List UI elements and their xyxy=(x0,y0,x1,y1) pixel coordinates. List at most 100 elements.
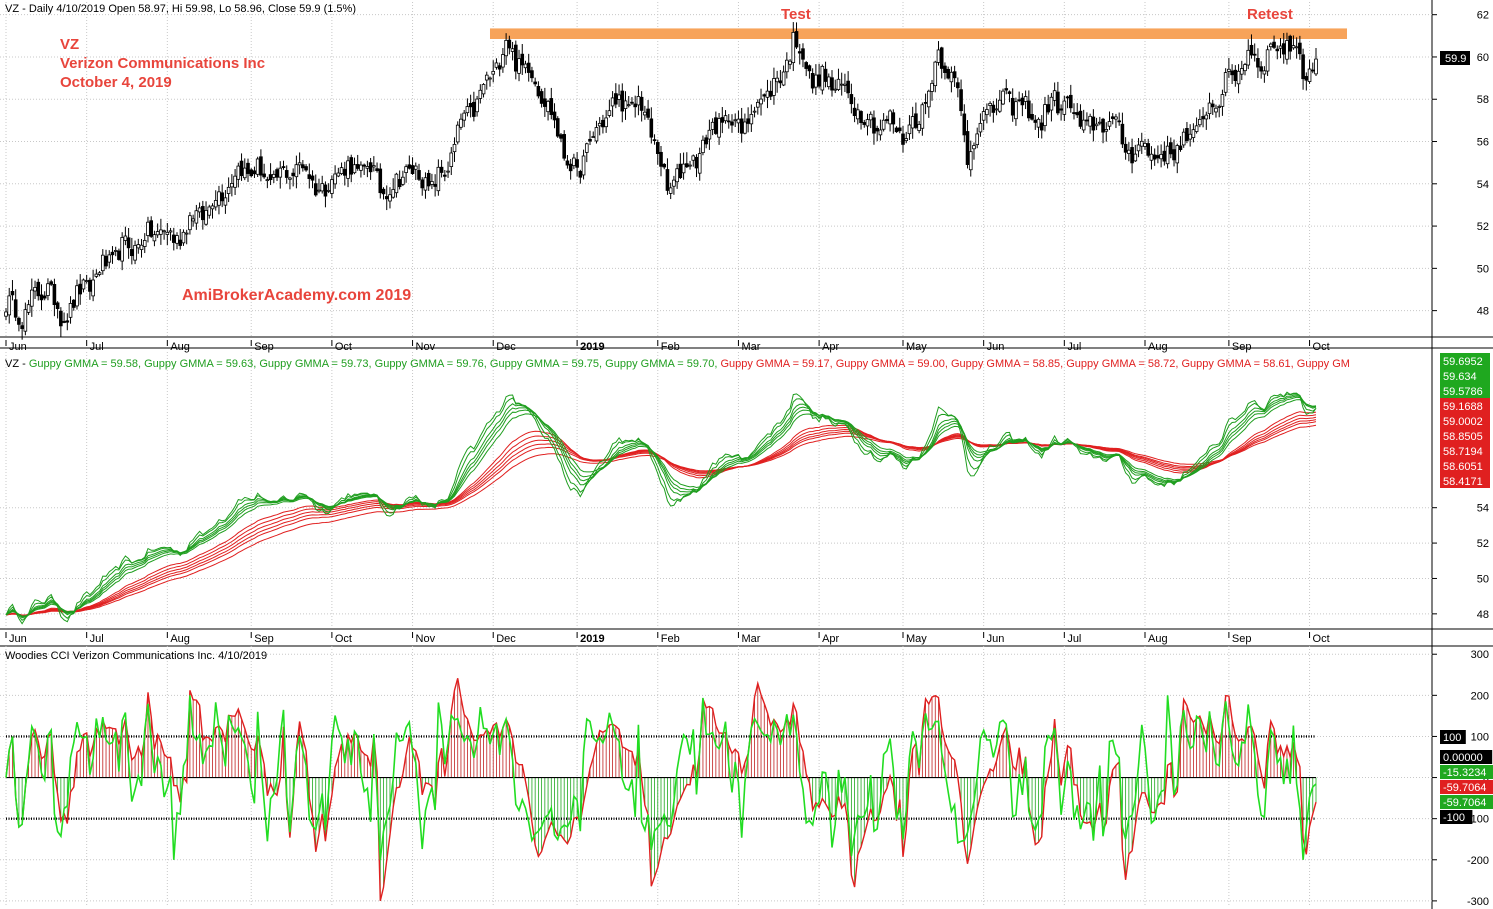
candle-body xyxy=(342,168,347,176)
x-tick-label: Sep xyxy=(254,633,274,645)
candle-body xyxy=(1236,70,1241,85)
candle-body xyxy=(956,82,960,89)
gmma-header-item: Guppy GMMA = 58.72, xyxy=(1066,358,1181,370)
candle-body xyxy=(681,163,686,174)
candle-body xyxy=(743,121,747,134)
gmma-header-item: Guppy GM xyxy=(1297,358,1350,370)
candle-body xyxy=(1314,58,1318,75)
x-tick-label: Jun xyxy=(9,341,27,353)
candle-body xyxy=(1169,142,1173,155)
candle-body xyxy=(1072,112,1076,114)
candle-body xyxy=(839,83,844,86)
x-tick-label: May xyxy=(906,633,927,645)
candle-body xyxy=(1243,64,1247,72)
x-tick-label: Sep xyxy=(1232,633,1252,645)
cci-tag-text: 100 xyxy=(1443,732,1461,744)
candle-body xyxy=(639,96,644,111)
candle-body xyxy=(152,234,157,242)
x-tick-label: Apr xyxy=(822,341,839,353)
candle-body xyxy=(1065,96,1070,99)
candle-body xyxy=(920,104,925,129)
candle-body xyxy=(591,136,596,138)
candle-body xyxy=(410,165,415,174)
gmma-tag-bg xyxy=(1440,458,1490,473)
candle-body xyxy=(597,122,602,127)
candle-body xyxy=(539,91,544,104)
candle-body xyxy=(626,104,631,107)
candle-body xyxy=(59,310,63,327)
candle-body xyxy=(455,124,460,143)
candle-body xyxy=(326,189,331,192)
candle-body xyxy=(233,175,237,188)
candle-body xyxy=(81,279,86,290)
candle-body xyxy=(1110,116,1115,119)
candle-body xyxy=(830,77,834,91)
candle-body xyxy=(636,96,641,106)
candle-body xyxy=(478,89,483,99)
candle-body xyxy=(62,321,66,323)
candle-body xyxy=(1117,120,1121,123)
candle-body xyxy=(917,124,921,131)
price-y-tick-label: 52 xyxy=(1477,221,1489,233)
candle-body xyxy=(272,173,276,178)
candle-body xyxy=(120,237,124,262)
candle-body xyxy=(217,191,221,206)
x-tick-label: Apr xyxy=(822,633,839,645)
candle-body xyxy=(4,311,8,317)
candle-body xyxy=(897,127,902,132)
candle-body xyxy=(559,134,563,139)
candle-body xyxy=(668,187,673,194)
candle-body xyxy=(991,104,996,113)
candle-body xyxy=(1036,118,1041,128)
candle-body xyxy=(249,169,254,177)
candle-body xyxy=(1133,153,1138,162)
candle-body xyxy=(191,218,195,222)
candle-body xyxy=(1230,70,1234,76)
gmma-tag-text: 58.7194 xyxy=(1443,446,1483,458)
candle-body xyxy=(339,167,344,174)
candle-body xyxy=(530,70,534,79)
gmma-header-item: Guppy GMMA = 59.17, xyxy=(720,358,835,370)
candle-body xyxy=(1207,102,1212,115)
candle-body xyxy=(1239,68,1244,75)
candle-body xyxy=(468,102,473,108)
gmma-header-item: Guppy GMMA = 59.70, xyxy=(605,358,720,370)
candle-body xyxy=(1094,123,1099,127)
candle-body xyxy=(543,98,547,107)
candle-body xyxy=(1020,97,1025,106)
candle-body xyxy=(1227,68,1231,72)
candle-body xyxy=(33,287,37,292)
candle-body xyxy=(307,174,312,179)
candle-body xyxy=(123,235,128,241)
candle-body xyxy=(888,110,892,125)
cci-y-tick-label: 100 xyxy=(1471,731,1489,743)
candle-body xyxy=(1310,69,1315,72)
candle-body xyxy=(100,254,105,272)
candle-body xyxy=(20,325,24,329)
candle-body xyxy=(565,160,570,166)
candle-body xyxy=(381,188,386,195)
candle-body xyxy=(1252,53,1257,56)
candle-body xyxy=(572,157,576,167)
candle-body xyxy=(1046,104,1050,113)
candle-body xyxy=(323,184,328,197)
candle-body xyxy=(175,235,179,244)
x-tick-label: Oct xyxy=(1313,633,1330,645)
candle-body xyxy=(330,179,334,194)
candle-body xyxy=(130,249,134,257)
candle-body xyxy=(110,251,115,256)
candle-body xyxy=(555,118,560,137)
cci-line xyxy=(5,678,1317,902)
candle-body xyxy=(959,89,963,112)
candle-body xyxy=(1265,49,1270,72)
candle-body xyxy=(413,165,418,170)
candle-body xyxy=(113,250,118,252)
candle-body xyxy=(1068,94,1073,109)
x-tick-label: Jun xyxy=(9,633,27,645)
x-tick-label: Aug xyxy=(170,633,190,645)
candle-body xyxy=(1194,125,1199,132)
candle-body xyxy=(291,172,295,177)
candle-body xyxy=(665,169,670,191)
x-tick-label: Jul xyxy=(90,633,104,645)
gmma-tag-bg xyxy=(1440,398,1490,413)
